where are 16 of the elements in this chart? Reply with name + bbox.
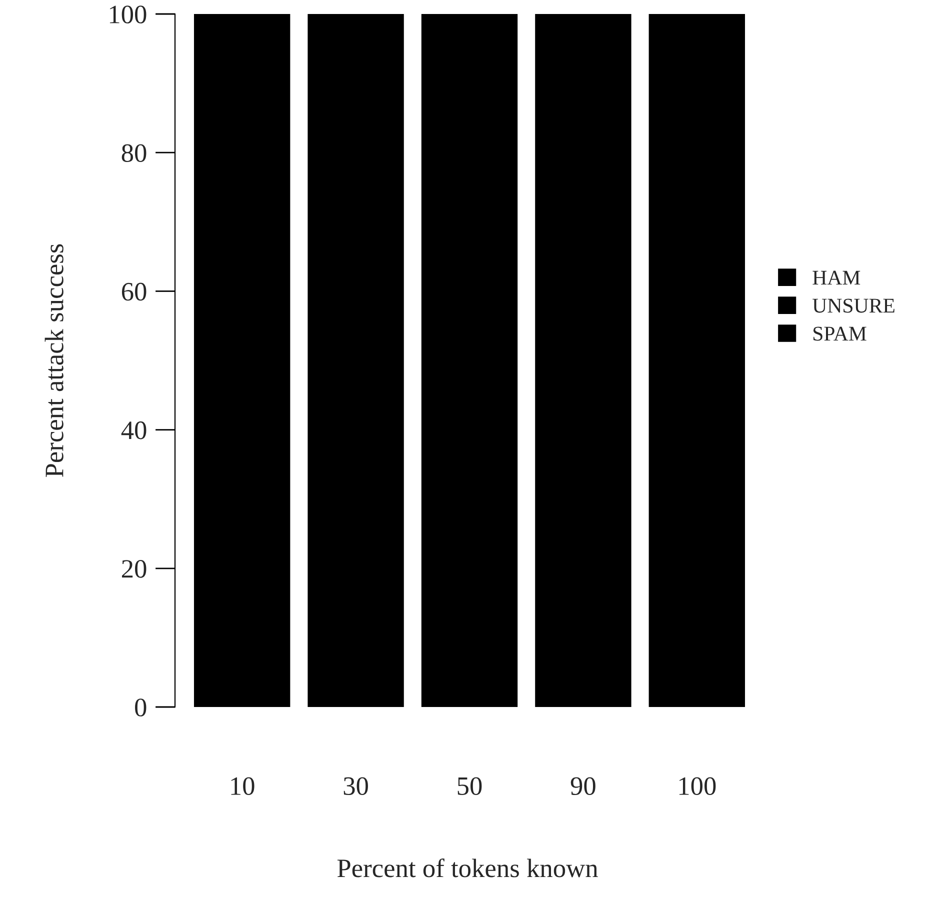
x-tick-label: 100 bbox=[679, 777, 716, 796]
legend-label: HAM bbox=[812, 270, 860, 285]
y-tick-label: 80 bbox=[122, 144, 146, 162]
y-tick-label: 100 bbox=[110, 6, 146, 24]
x-tick-label: 30 bbox=[344, 777, 368, 796]
legend-label: SPAM bbox=[813, 326, 866, 341]
x-axis-title: Percent of tokens known bbox=[337, 858, 598, 878]
legend-label: UNSURE bbox=[812, 298, 894, 313]
x-tick-label: 90 bbox=[570, 777, 596, 796]
x-tick-label: 50 bbox=[458, 777, 482, 796]
y-tick-label: 60 bbox=[122, 282, 146, 301]
y-tick-label: 40 bbox=[121, 421, 146, 440]
y-axis-title: Percent attack success bbox=[44, 244, 64, 477]
y-tick-label: 0 bbox=[135, 698, 146, 716]
x-tick-label: 10 bbox=[231, 777, 254, 796]
y-tick-label: 20 bbox=[122, 560, 146, 578]
